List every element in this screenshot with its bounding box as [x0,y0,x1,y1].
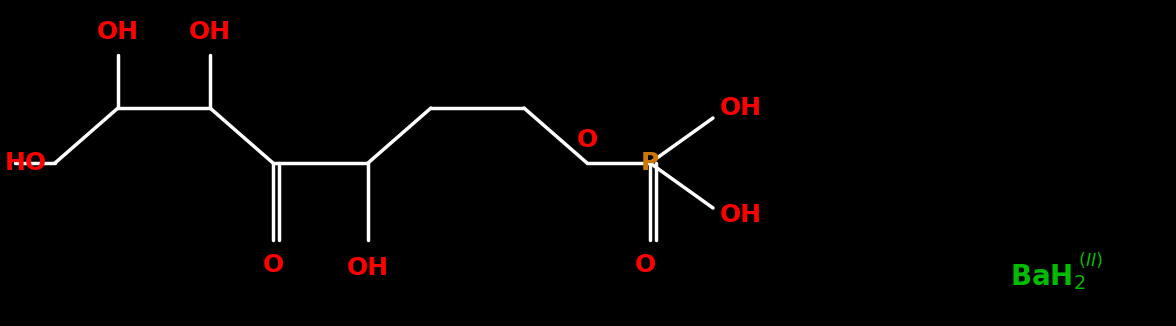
Text: O: O [634,253,656,277]
Text: HO: HO [5,151,47,175]
Text: P: P [641,151,659,175]
Text: OH: OH [720,96,762,120]
Text: $\mathit{(II)}$: $\mathit{(II)}$ [1078,250,1103,270]
Text: OH: OH [96,20,139,44]
Text: O: O [262,253,283,277]
Text: OH: OH [189,20,230,44]
Text: O: O [576,128,597,152]
Text: BaH$_2$: BaH$_2$ [1010,262,1085,292]
Text: OH: OH [720,203,762,227]
Text: OH: OH [347,256,389,280]
